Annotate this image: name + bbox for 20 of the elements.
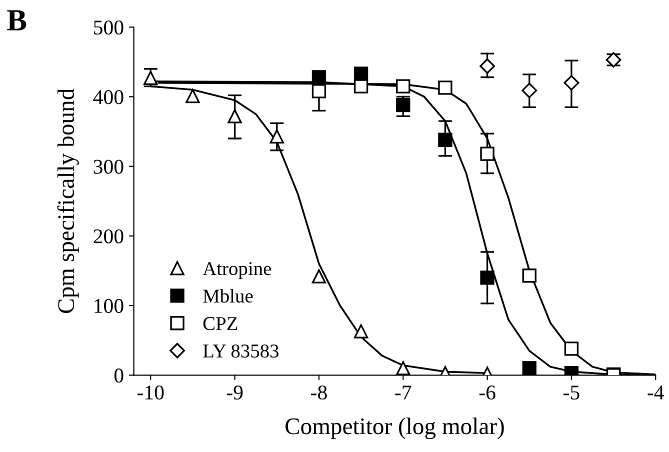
x-tick-label: -4 — [648, 386, 664, 400]
y-tick-label: 500 — [94, 20, 124, 35]
x-tick-label: -8 — [311, 385, 327, 400]
legend-label: Atropine — [202, 262, 272, 280]
legend-label: LY 83583 — [203, 344, 279, 358]
x-axis-title: Competitor (log molar) — [286, 418, 504, 440]
legend-label: CPZ — [203, 317, 238, 330]
x-tick-label: -7 — [395, 386, 412, 400]
y-tick-label: 100 — [94, 298, 124, 313]
x-tick-label: -9 — [226, 386, 243, 400]
text: B — [7, 10, 26, 30]
y-tick-label: 0 — [114, 368, 124, 383]
x-tick-label: -10 — [138, 385, 164, 400]
y-tick-label: 300 — [94, 160, 124, 174]
y-tick-label: 400 — [93, 90, 124, 104]
x-tick-label: -6 — [479, 386, 496, 400]
y-tick-label: 200 — [94, 229, 124, 244]
y-axis-title: Cpm specifically bound — [57, 88, 79, 313]
legend-label: Mblue — [203, 288, 253, 303]
x-tick-label: -5 — [564, 386, 580, 400]
